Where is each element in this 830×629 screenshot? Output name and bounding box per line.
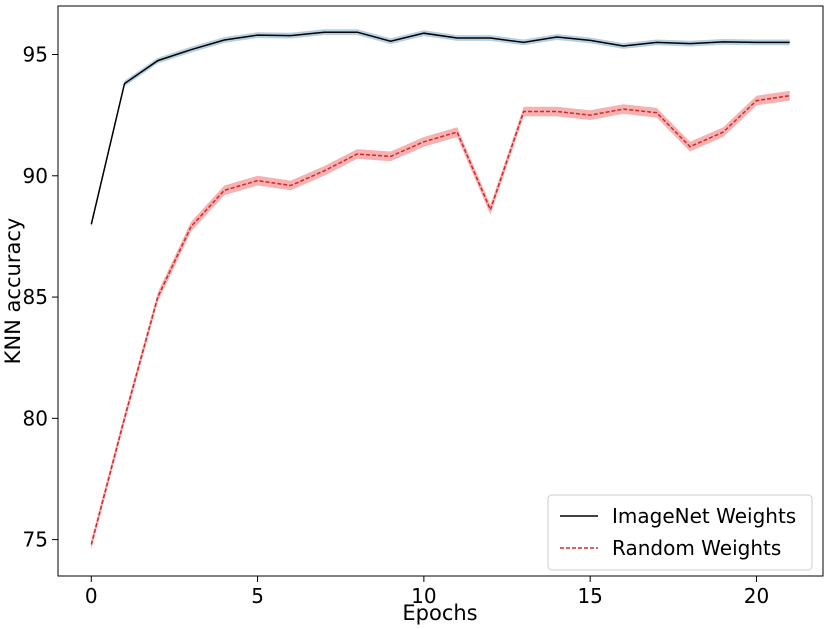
plot-area [57, 5, 824, 577]
x-axis-ticks: 0 5 10 15 20 [85, 576, 769, 608]
y-tick-label: 80 [23, 406, 48, 430]
line-random [90, 94, 790, 545]
x-tick-label: 10 [411, 584, 436, 608]
y-tick-label: 75 [23, 528, 48, 552]
band-random [91, 90, 790, 550]
confidence-bands [91, 29, 790, 550]
y-tick-label: 85 [23, 285, 48, 309]
x-tick-label: 5 [251, 584, 264, 608]
y-axis-title: KNN accuracy [1, 218, 25, 365]
x-tick-label: 15 [577, 584, 602, 608]
line-imagenet [90, 31, 790, 225]
y-tick-label: 90 [23, 164, 48, 188]
x-tick-label: 20 [744, 584, 769, 608]
legend-label-imagenet: ImageNet Weights [612, 504, 796, 528]
series-lines [90, 31, 790, 545]
y-axis-ticks: 75 80 85 90 95 [23, 43, 58, 552]
legend-label-random: Random Weights [612, 536, 781, 560]
legend: ImageNet Weights Random Weights [547, 494, 813, 571]
legend-box [547, 494, 813, 571]
y-tick-label: 95 [23, 43, 48, 67]
x-tick-label: 0 [85, 584, 98, 608]
x-axis-title: Epochs [402, 601, 477, 625]
